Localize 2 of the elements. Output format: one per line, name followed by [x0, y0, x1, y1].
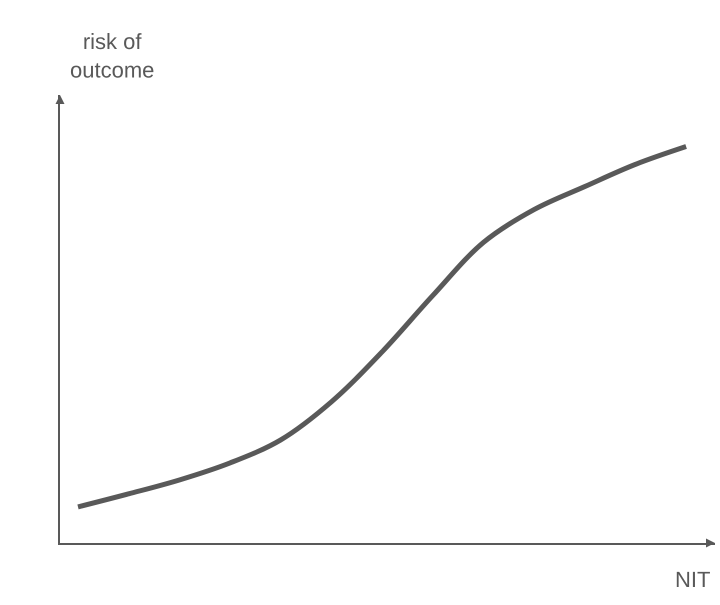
y-axis-title: risk of outcome	[70, 29, 154, 83]
x-axis-title: NIT	[675, 567, 710, 592]
